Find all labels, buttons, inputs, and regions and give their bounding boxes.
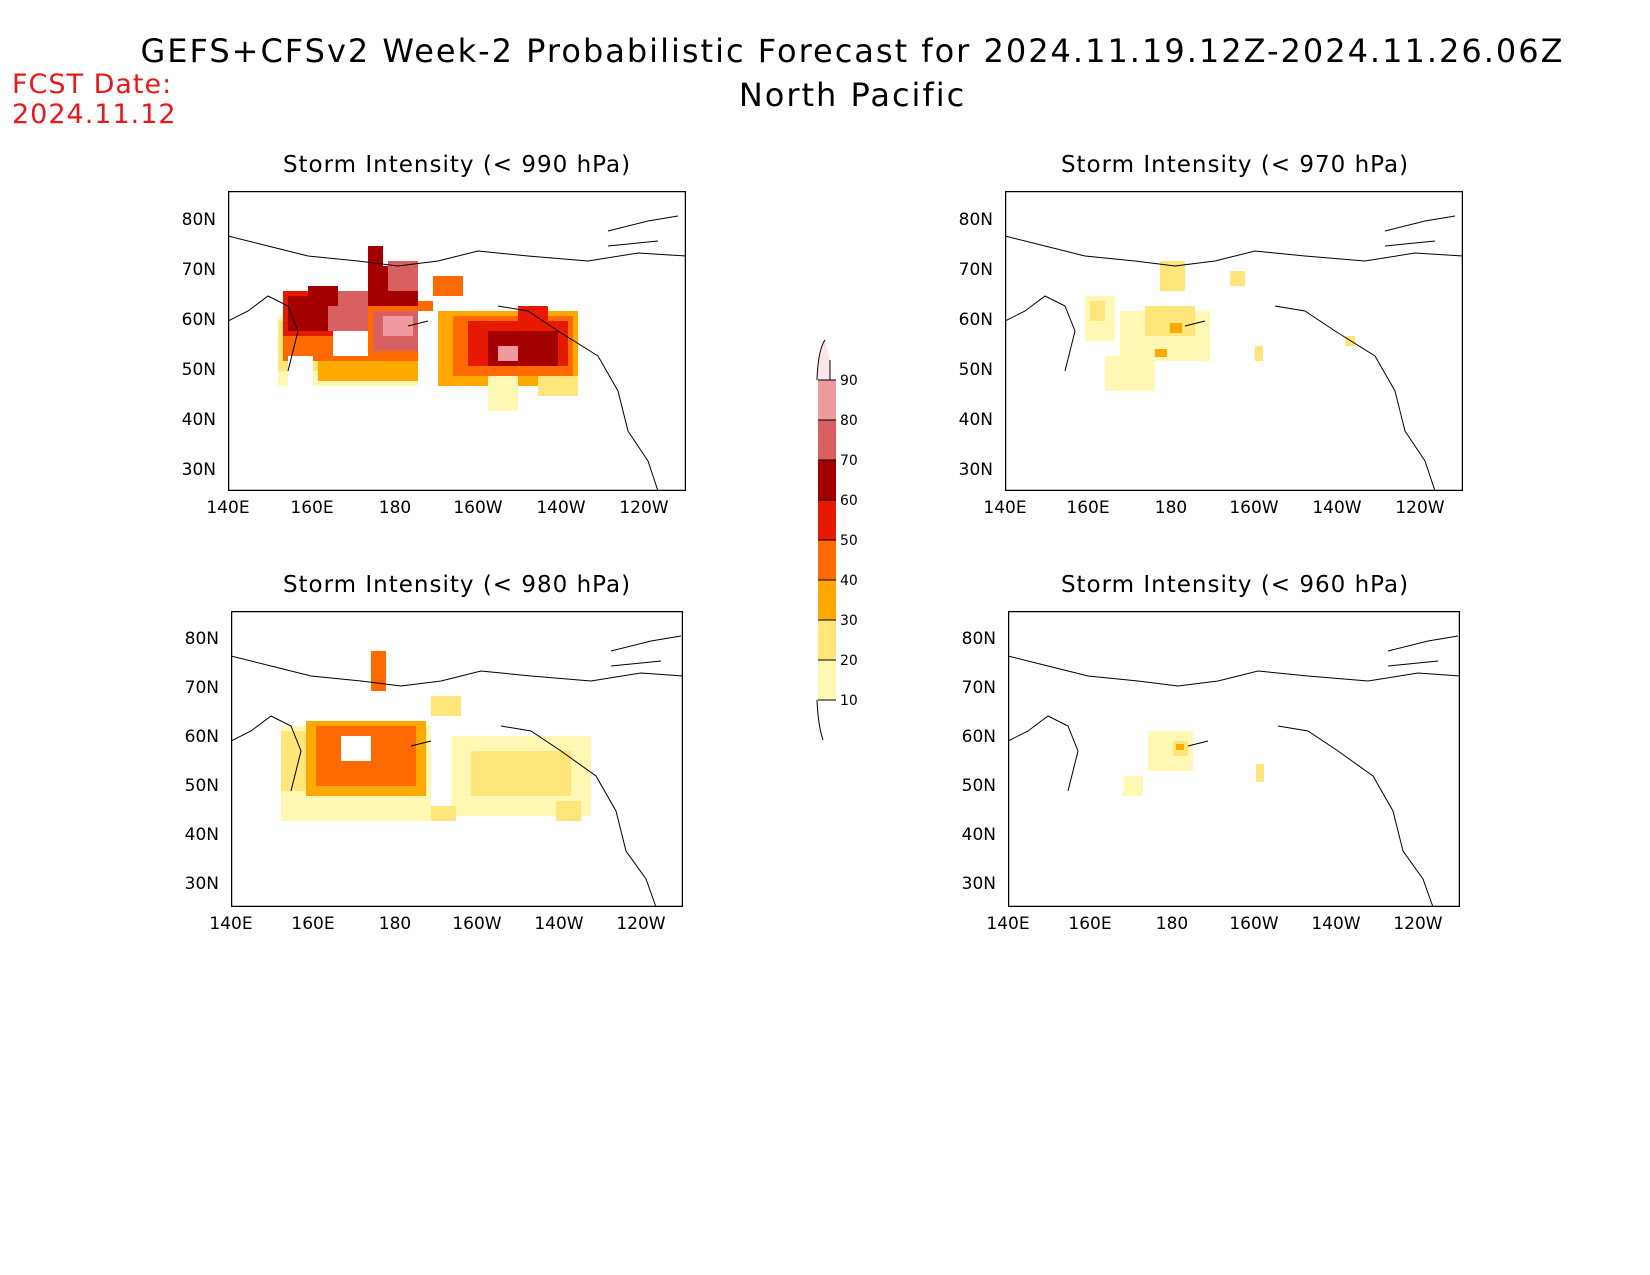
main-title: GEFS+CFSv2 Week-2 Probabilistic Forecast…	[140, 32, 1565, 70]
lat-label: 40N	[181, 410, 216, 430]
coastline	[228, 215, 686, 491]
fcst-date-value: 2024.11.12	[12, 99, 177, 130]
colorbar-label: 10	[840, 693, 858, 709]
colorbar-swatch	[818, 420, 836, 460]
lat-label: 50N	[184, 776, 219, 796]
lon-label: 160W	[453, 498, 503, 518]
panel-title-970: Storm Intensity (< 970 hPa)	[1060, 152, 1410, 178]
coastline	[1008, 635, 1460, 907]
lat-label: 70N	[958, 260, 993, 280]
lat-label: 30N	[961, 874, 996, 894]
colorbar-swatch	[818, 540, 836, 580]
lon-label: 120W	[619, 498, 669, 518]
lon-label: 160E	[291, 914, 335, 934]
lon-label: 180	[1154, 498, 1188, 518]
map-frame	[1005, 191, 1463, 491]
probability-field	[1123, 731, 1264, 796]
colorbar-swatch	[818, 460, 836, 500]
lon-label: 140E	[206, 498, 250, 518]
panel-title-960: Storm Intensity (< 960 hPa)	[1060, 572, 1410, 598]
lon-label: 160E	[1068, 914, 1112, 934]
coastline	[231, 635, 683, 907]
colorbar-label: 50	[840, 533, 858, 549]
coastline	[1005, 215, 1463, 491]
colorbar-swatch	[818, 620, 836, 660]
lat-label: 40N	[958, 410, 993, 430]
lon-label: 160W	[1229, 914, 1279, 934]
map-frame	[228, 191, 686, 491]
colorbar-label: 80	[840, 413, 858, 429]
probability-field	[278, 246, 578, 411]
colorbar-label: 20	[840, 653, 858, 669]
lat-label: 60N	[961, 727, 996, 747]
lat-label: 50N	[958, 360, 993, 380]
colorbar-label: 60	[840, 493, 858, 509]
lon-label: 180	[1155, 914, 1189, 934]
lat-label: 30N	[958, 460, 993, 480]
lon-label: 120W	[616, 914, 666, 934]
lon-label: 180	[378, 498, 412, 518]
lat-label: 50N	[181, 360, 216, 380]
colorbar-swatch	[818, 500, 836, 540]
lat-label: 70N	[184, 678, 219, 698]
lat-label: 40N	[961, 825, 996, 845]
lat-label: 30N	[181, 460, 216, 480]
lat-label: 70N	[961, 678, 996, 698]
colorbar-label: 90	[840, 373, 858, 389]
lon-label: 180	[378, 914, 412, 934]
lat-label: 60N	[181, 310, 216, 330]
colorbar-label: 40	[840, 573, 858, 589]
probability-field	[281, 651, 591, 821]
lon-label: 140W	[534, 914, 584, 934]
map-frame	[231, 611, 683, 907]
lat-label: 80N	[961, 629, 996, 649]
lon-label: 160E	[290, 498, 334, 518]
lon-label: 140E	[983, 498, 1027, 518]
fcst-date-label: FCST Date:	[12, 69, 173, 100]
lon-label: 120W	[1393, 914, 1443, 934]
panel-title-990: Storm Intensity (< 990 hPa)	[282, 152, 632, 178]
lat-label: 30N	[184, 874, 219, 894]
colorbar-top-triangle	[818, 340, 830, 380]
map-970	[1005, 191, 1463, 491]
panel-title-980: Storm Intensity (< 980 hPa)	[282, 572, 632, 598]
region-subtitle: North Pacific	[738, 76, 967, 114]
map-980	[231, 611, 683, 907]
map-990	[228, 191, 686, 491]
lon-label: 140W	[1311, 914, 1361, 934]
colorbar-swatch	[818, 380, 836, 420]
colorbar-label: 30	[840, 613, 858, 629]
lat-label: 50N	[961, 776, 996, 796]
colorbar-label: 70	[840, 453, 858, 469]
lat-label: 80N	[181, 210, 216, 230]
lon-label: 160W	[1229, 498, 1279, 518]
map-960	[1008, 611, 1460, 907]
lon-label: 120W	[1395, 498, 1445, 518]
colorbar-swatch	[818, 580, 836, 620]
lon-label: 140W	[536, 498, 586, 518]
probability-field	[1085, 261, 1355, 391]
lat-label: 60N	[958, 310, 993, 330]
map-frame	[1008, 611, 1460, 907]
lat-label: 60N	[184, 727, 219, 747]
lon-label: 140E	[986, 914, 1030, 934]
lon-label: 160E	[1066, 498, 1110, 518]
lon-label: 140W	[1312, 498, 1362, 518]
lat-label: 70N	[181, 260, 216, 280]
lat-label: 40N	[184, 825, 219, 845]
lat-label: 80N	[184, 629, 219, 649]
colorbar-swatch	[818, 660, 836, 700]
lon-label: 160W	[452, 914, 502, 934]
lat-label: 80N	[958, 210, 993, 230]
lon-label: 140E	[209, 914, 253, 934]
colorbar: 90 80 70 60 50 40 30 20 10	[816, 339, 858, 741]
